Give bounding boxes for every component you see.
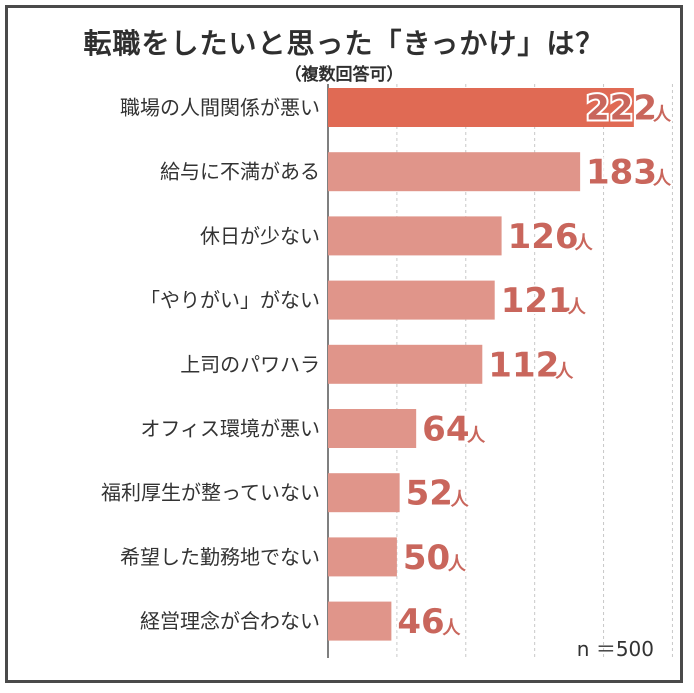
category-label-8: 希望した勤務地でない	[120, 545, 320, 569]
value-label-1: 222	[586, 89, 657, 129]
bar-8	[328, 537, 397, 577]
bar-2	[328, 152, 581, 192]
sample-size-note: n ＝500	[576, 637, 654, 661]
value-unit-8: 人	[448, 554, 467, 575]
value-label-6: 64	[422, 410, 469, 450]
value-label-8: 50	[403, 538, 450, 578]
chart-subtitle: （複数回答可）	[284, 65, 404, 85]
value-label-3: 126	[508, 217, 579, 257]
category-label-5: 上司のパワハラ	[180, 352, 320, 376]
value-unit-6: 人	[467, 426, 486, 447]
bar-7	[328, 473, 400, 513]
category-label-4: 「やりがい」がない	[140, 288, 320, 312]
value-label-2: 183	[586, 153, 657, 193]
category-label-2: 給与に不満がある	[160, 160, 320, 184]
value-unit-3: 人	[575, 233, 594, 254]
value-label-5: 112	[488, 345, 559, 385]
bar-5	[328, 344, 483, 384]
category-label-7: 福利厚生が整っていない	[101, 481, 320, 505]
bar-4	[328, 280, 495, 320]
category-label-6: オフィス環境が悪い	[140, 417, 320, 441]
category-label-1: 職場の人間関係が悪い	[120, 96, 320, 120]
bar-6	[328, 409, 417, 448]
value-unit-7: 人	[451, 490, 470, 511]
value-unit-4: 人	[568, 297, 587, 318]
chart-frame: 転職をしたいと思った「きっかけ」は？ （複数回答可） 職場の人間関係が悪い 222…	[5, 5, 683, 683]
value-unit-5: 人	[555, 361, 574, 382]
bar-3	[328, 216, 502, 256]
value-unit-2: 人	[653, 169, 672, 190]
category-label-9: 経営理念が合わない	[140, 609, 320, 633]
value-label-7: 52	[406, 474, 453, 514]
category-label-3: 休日が少ない	[200, 224, 320, 248]
value-unit-9: 人	[442, 618, 461, 639]
bar-9	[328, 601, 392, 641]
bar-1	[328, 88, 634, 127]
value-unit-1: 人	[653, 105, 672, 126]
chart-title: 転職をしたいと思った「きっかけ」は？	[83, 27, 605, 60]
value-label-4: 121	[501, 281, 572, 321]
value-label-9: 46	[397, 602, 444, 642]
